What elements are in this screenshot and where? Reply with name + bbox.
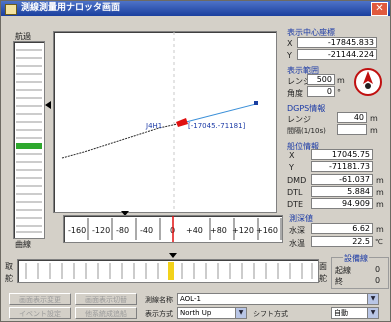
scale-tick: -80 [116, 226, 130, 235]
dmd-label: DMD [287, 176, 307, 185]
chevron-down-icon[interactable]: ▼ [235, 308, 246, 318]
dte-unit: m [376, 200, 384, 209]
temp-unit: ℃ [375, 238, 383, 246]
bottom-gauge-left-bottom: 舵 [5, 274, 13, 283]
dgps-interval-label: 間隔(1/10s) [287, 127, 326, 135]
map-plot-area[interactable]: J4H1 [-17045.-71181] [53, 31, 277, 213]
line-name-label: 測線名称 [145, 296, 173, 304]
survey-lines-heading: 設備線 [343, 253, 369, 264]
display-center-y-label: Y [287, 51, 292, 60]
planned-track-line [181, 103, 257, 124]
dgps-range-label: レンジ [287, 115, 311, 124]
position-y-field: -71181.73 [311, 161, 373, 172]
position-x-label: X [289, 151, 295, 160]
depth-label: 水深 [289, 226, 305, 235]
display-center-y-field[interactable]: -21144.224 [297, 49, 377, 60]
dtl-field: 5.884 [311, 186, 373, 197]
deviation-scale: -160 -120 -80 -40 0 +40 +80 +120 +160 [63, 215, 283, 243]
range-field[interactable]: 500 [307, 74, 335, 85]
north-compass-icon [354, 68, 382, 96]
dte-label: DTE [287, 200, 304, 209]
dte-field: 94.909 [311, 198, 373, 209]
gauge-pointer-icon [45, 101, 51, 109]
display-center-x-field[interactable]: -17845.833 [297, 37, 377, 48]
rudder-indicator [168, 262, 174, 280]
scale-tick: -160 [68, 226, 87, 235]
display-mode-select[interactable]: North Up ▼ [177, 307, 247, 319]
line-name-value: AOL-1 [180, 295, 201, 303]
event-settings-button[interactable]: イベント設定 [9, 307, 71, 319]
close-icon[interactable]: ✕ [371, 2, 388, 16]
ship-marker-label: J4H1 [146, 122, 163, 130]
dmd-unit: m [376, 176, 384, 185]
line-name-select[interactable]: AOL-1 ▼ [177, 293, 379, 305]
scale-lines-svg [64, 216, 282, 242]
left-gauge-top-label: 航過 [15, 32, 31, 41]
dtl-unit: m [376, 188, 384, 197]
gauge-lines-svg [16, 49, 42, 233]
display-center-heading: 表示中心座標 [287, 28, 335, 37]
rudder-gauge-svg [25, 262, 313, 280]
survey-start-value: 0 [375, 265, 381, 274]
dtl-label: DTL [287, 188, 303, 197]
bottom-gauge-left-top: 取 [5, 262, 13, 271]
depth-heading: 測深値 [289, 214, 313, 223]
heading-deviation-gauge [13, 41, 45, 239]
shift-mode-value: 自動 [334, 309, 348, 317]
position-heading: 船位情報 [287, 142, 319, 151]
temp-field: 22.5 [311, 236, 373, 247]
angle-label: 角度 [287, 89, 303, 98]
range-label: レンジ [287, 77, 311, 86]
dgps-interval-field[interactable] [337, 124, 367, 135]
bottom-gauge-right-top: 面 [319, 262, 327, 271]
chevron-down-icon[interactable]: ▼ [367, 294, 378, 304]
title-bar[interactable]: 測線測量用ナロッタ画面 ✕ [1, 1, 390, 16]
app-icon [5, 4, 17, 15]
display-mode-label: 表示方式 [145, 310, 173, 318]
angle-field[interactable]: 0 [307, 86, 335, 97]
ship-coordinate-label: [-17045.-71181] [188, 122, 246, 130]
screen-switch-button[interactable]: 画面表示切替 [75, 293, 137, 305]
scale-tick: -120 [92, 226, 111, 235]
screen-change-button[interactable]: 画面表示変更 [9, 293, 71, 305]
survey-start-label: 起線 [335, 266, 351, 275]
angle-unit: ° [337, 88, 341, 97]
display-mode-value: North Up [180, 309, 212, 317]
rudder-gauge [17, 259, 319, 283]
position-x-field: 17045.75 [311, 149, 373, 160]
left-gauge-bottom-label: 曲線 [15, 240, 31, 249]
bottom-gauge-right-bottom: 舵 [319, 274, 327, 283]
dgps-heading: DGPS情報 [287, 104, 326, 113]
scale-tick: +160 [256, 226, 278, 235]
depth-field: 6.62 [311, 223, 373, 234]
depth-unit: m [376, 225, 384, 234]
window-title: 測線測量用ナロッタ画面 [21, 3, 121, 13]
chevron-down-icon[interactable]: ▼ [367, 308, 378, 318]
scale-pointer-icon [121, 211, 129, 216]
range-unit: m [337, 76, 345, 85]
display-range-heading: 表示範囲 [287, 66, 319, 75]
scale-tick: +40 [186, 226, 203, 235]
scale-tick: -40 [140, 226, 154, 235]
scale-tick: +120 [232, 226, 254, 235]
scale-tick: +80 [210, 226, 227, 235]
position-y-label: Y [289, 163, 294, 172]
ship-marker [176, 118, 188, 127]
track-history-line [61, 122, 183, 159]
survey-end-value: 0 [375, 276, 381, 285]
dgps-range-unit: m [370, 114, 378, 123]
display-center-x-label: X [287, 39, 293, 48]
shift-mode-label: シフト方式 [253, 310, 288, 318]
map-canvas-svg [61, 32, 258, 212]
temp-label: 水温 [289, 239, 305, 248]
other-vessel-button[interactable]: 他系統成追船 [75, 307, 137, 319]
waypoint-marker [254, 101, 258, 105]
bottom-gauge-pointer-icon [169, 253, 177, 258]
survey-end-label: 終 [335, 277, 343, 286]
dgps-interval-unit: m [370, 126, 378, 135]
dmd-field: -61.037 [311, 174, 373, 185]
shift-mode-select[interactable]: 自動 ▼ [331, 307, 379, 319]
dgps-range-field[interactable]: 40 [337, 112, 367, 123]
